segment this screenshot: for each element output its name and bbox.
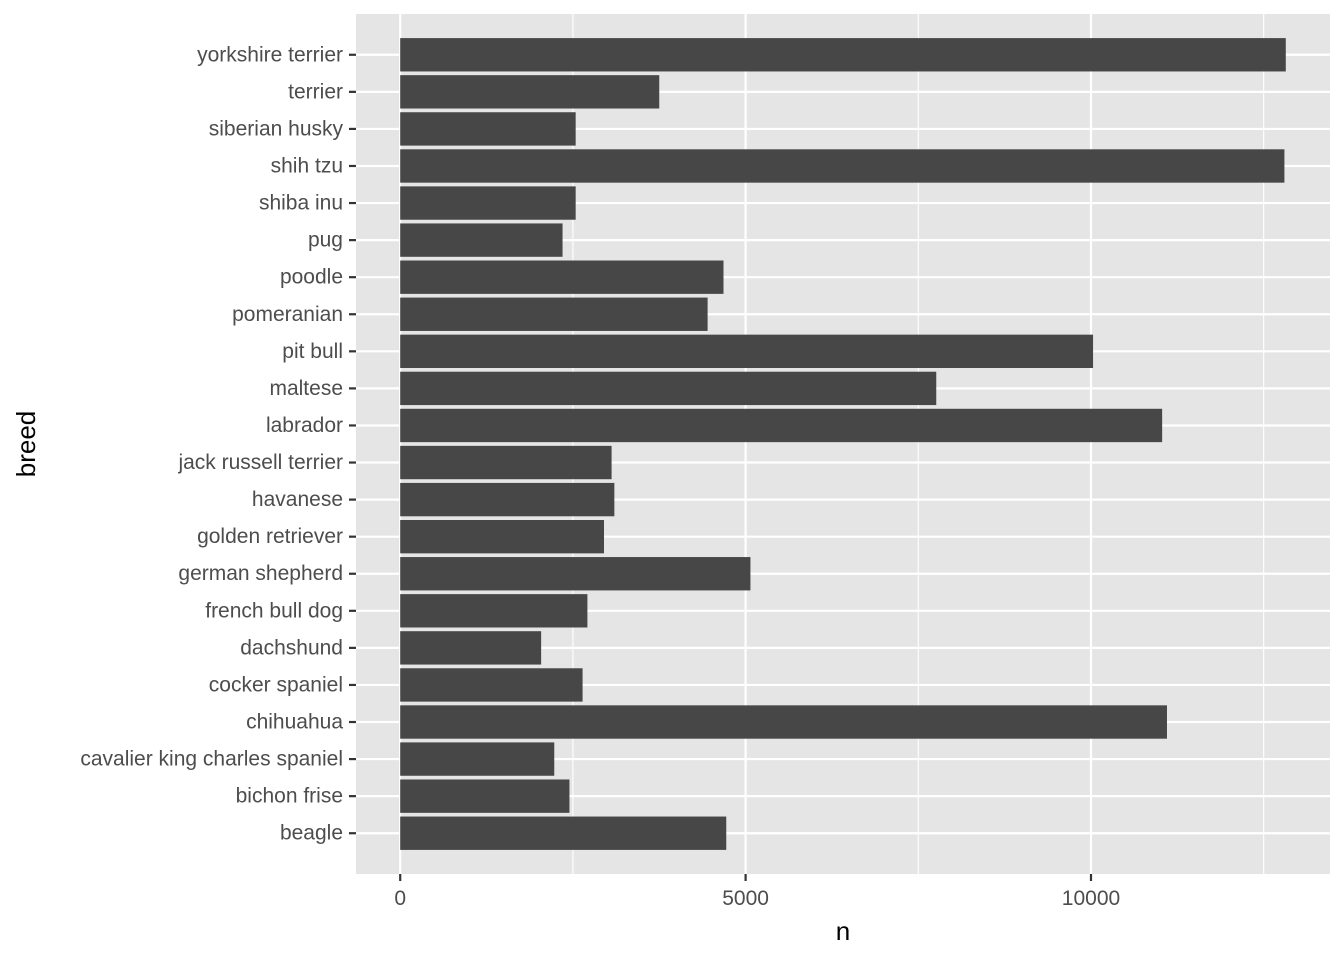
bar-pit-bull <box>400 334 1094 369</box>
y-tick-label: chihuahua <box>246 711 343 734</box>
y-tick-label: labrador <box>266 414 343 437</box>
bar-pug <box>400 223 563 257</box>
bar-labrador <box>400 408 1163 443</box>
x-tick-label: 0 <box>394 887 406 910</box>
y-axis-title: breed <box>11 411 41 478</box>
y-tick-label: havanese <box>252 488 343 511</box>
bar-french-bull-dog <box>400 594 588 628</box>
y-tick-label: pomeranian <box>232 303 343 326</box>
bar-chihuahua <box>400 705 1167 739</box>
y-tick-label: beagle <box>280 822 343 845</box>
bar-golden-retriever <box>400 519 604 554</box>
bar-beagle <box>400 816 727 850</box>
bar-havanese <box>400 482 615 517</box>
y-tick-label: shiba inu <box>259 192 343 215</box>
bars <box>400 38 1286 850</box>
y-tick-label: bichon frise <box>236 785 343 808</box>
x-axis-title: n <box>836 916 850 946</box>
bar-yorkshire-terrier <box>400 38 1286 72</box>
y-tick-label: terrier <box>288 80 343 103</box>
y-tick-label: dachshund <box>240 636 343 659</box>
y-tick-label: shih tzu <box>271 154 343 177</box>
bar-shih-tzu <box>400 149 1285 183</box>
y-tick-label: cavalier king charles spaniel <box>80 748 343 771</box>
y-axis: beagle bichon frise cavalier king charles … <box>80 43 356 845</box>
bar-german-shepherd <box>400 557 751 591</box>
bar-pomeranian <box>400 297 708 331</box>
bar-jack-russell-terrier <box>400 445 612 480</box>
bar-poodle <box>400 260 724 294</box>
bar-terrier <box>400 75 660 109</box>
y-tick-label: french bull dog <box>205 599 343 622</box>
bar-maltese <box>400 371 937 406</box>
bar-shiba-inu <box>400 186 576 220</box>
y-tick-label: golden retriever <box>197 525 343 548</box>
y-tick-label: german shepherd <box>178 562 343 585</box>
y-tick-label: pit bull <box>282 340 343 363</box>
y-tick-label: siberian husky <box>209 117 344 140</box>
y-tick-label: jack russell terrier <box>177 451 343 474</box>
y-tick-label: pug <box>308 229 343 252</box>
y-tick-label: yorkshire terrier <box>197 43 343 66</box>
x-axis: 0 5000 10000 <box>394 874 1120 910</box>
y-tick-label: cocker spaniel <box>209 673 343 696</box>
y-tick-label: maltese <box>269 377 343 400</box>
bar-cocker-spaniel <box>400 668 583 702</box>
bar-cavalier-king-charles-spaniel <box>400 742 555 776</box>
y-tick-label: poodle <box>280 266 343 289</box>
bar-dachshund <box>400 631 542 665</box>
bar-siberian-husky <box>400 112 576 146</box>
bar-bichon-frise <box>400 779 570 813</box>
x-tick-label: 5000 <box>722 887 769 910</box>
x-tick-label: 10000 <box>1062 887 1120 910</box>
